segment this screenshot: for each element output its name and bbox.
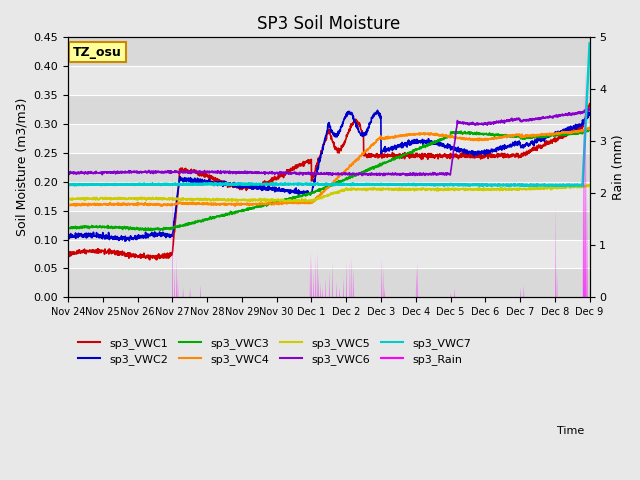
Text: TZ_osu: TZ_osu <box>73 46 122 59</box>
Legend: sp3_VWC1, sp3_VWC2, sp3_VWC3, sp3_VWC4, sp3_VWC5, sp3_VWC6, sp3_VWC7, sp3_Rain: sp3_VWC1, sp3_VWC2, sp3_VWC3, sp3_VWC4, … <box>74 334 476 370</box>
Y-axis label: Soil Moisture (m3/m3): Soil Moisture (m3/m3) <box>15 98 28 237</box>
Bar <box>68 37 589 66</box>
Text: Time: Time <box>557 426 584 436</box>
Bar <box>68 268 589 297</box>
Bar <box>68 211 589 240</box>
Title: SP3 Soil Moisture: SP3 Soil Moisture <box>257 15 401 33</box>
Bar <box>68 153 589 182</box>
Bar <box>68 95 589 124</box>
Y-axis label: Rain (mm): Rain (mm) <box>612 134 625 200</box>
